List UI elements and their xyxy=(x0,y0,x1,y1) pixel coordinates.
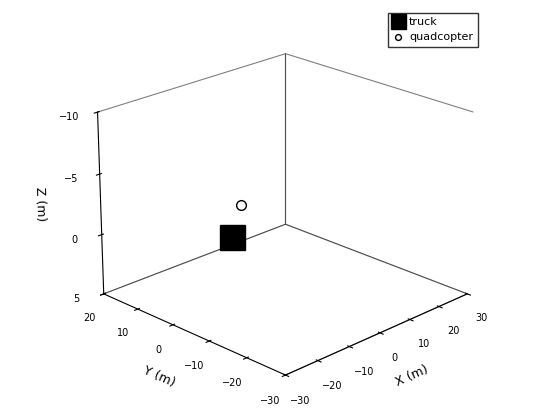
X-axis label: X (m): X (m) xyxy=(394,363,431,389)
Y-axis label: Y (m): Y (m) xyxy=(141,363,177,389)
Legend: truck, quadcopter: truck, quadcopter xyxy=(388,13,478,47)
